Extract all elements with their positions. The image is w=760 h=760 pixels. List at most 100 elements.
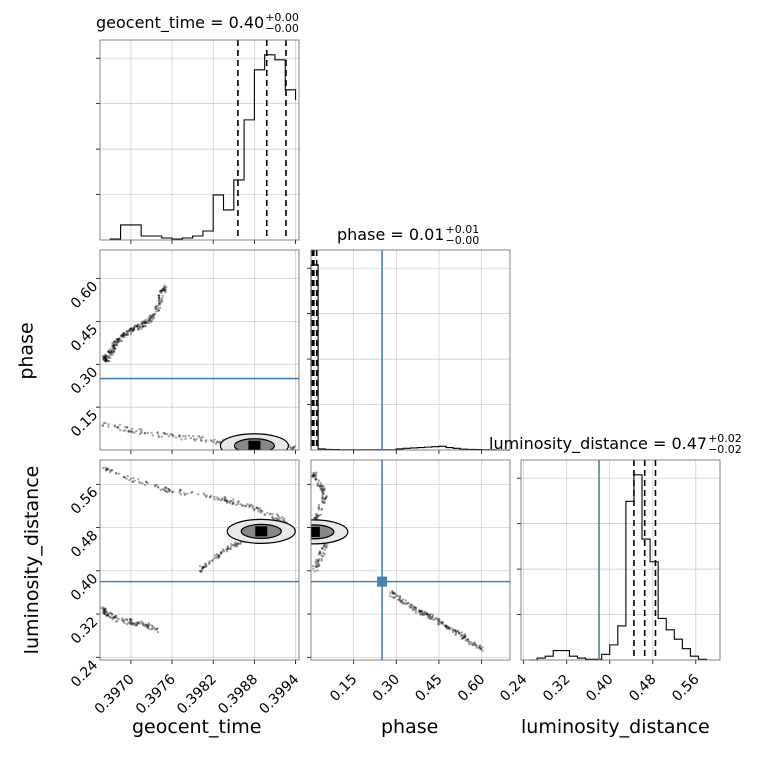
pair-phase-vs-luminosity-distance-sample-1-4-1 xyxy=(437,619,440,623)
pair-phase-vs-luminosity-distance-sample-0-6-14 xyxy=(322,488,326,491)
pair-geocent-time-vs-phase-sample-0-0-0 xyxy=(104,355,107,358)
pair-geocent-time-vs-phase-sample-1-1-21 xyxy=(133,431,136,434)
pair-geocent-time-vs-luminosity-distance-sample-1-0-20 xyxy=(104,611,108,615)
pair-geocent-time-vs-phase-sample-0-5-13 xyxy=(122,332,125,336)
pair-geocent-time-vs-luminosity-distance-sample-0-4-14 xyxy=(237,502,240,506)
pair-geocent-time-vs-luminosity-distance-sample-0-1-1 xyxy=(159,488,162,492)
pair-geocent-time-vs-phase-sample-0-8-7 xyxy=(144,320,148,324)
pair-geocent-time-vs-luminosity-distance-sample-1-0-6 xyxy=(103,611,106,614)
pair-phase-vs-luminosity-distance-sample-1-7-11 xyxy=(478,647,481,650)
pair-phase-vs-luminosity-distance-sample-1-1-21 xyxy=(402,598,405,601)
pair-geocent-time-vs-luminosity-distance-sample-1-0-17 xyxy=(103,607,106,610)
xlabel-phase: phase xyxy=(381,716,439,738)
pair-geocent-time-vs-luminosity-distance-sample-0-1-21 xyxy=(161,487,164,491)
pair-phase-vs-luminosity-distance-sample-1-7-2 xyxy=(479,646,482,649)
pair-geocent-time-vs-luminosity-distance-sample-1-4-20 xyxy=(153,626,156,630)
xtick-label-geocent-time-3: 0.3988 xyxy=(215,672,261,718)
pair-phase-vs-luminosity-distance-sample-1-0-0 xyxy=(390,589,394,593)
pair-geocent-time-vs-phase-sample-1-8-18 xyxy=(290,448,294,450)
pair-geocent-time-vs-luminosity-distance-sample-0-4-16 xyxy=(232,502,235,505)
pair-geocent-time-vs-phase-sample-1-2-20 xyxy=(172,435,175,438)
pair-geocent-time-vs-phase-sample-0-8-3 xyxy=(143,322,146,325)
pair-geocent-time-vs-phase-sample-1-1-13 xyxy=(130,430,133,433)
pair-phase-vs-luminosity-distance-sample-0-1-17 xyxy=(319,552,322,555)
pair-phase-vs-luminosity-distance-sample-1-0-4 xyxy=(389,591,392,595)
pair-geocent-time-vs-luminosity-distance-sample-1-4-11 xyxy=(151,627,154,630)
pair-geocent-time-vs-phase-sample-1-0-17 xyxy=(113,425,117,428)
pair-geocent-time-vs-phase-sample-0-0-19 xyxy=(104,357,107,361)
pair-phase-vs-luminosity-distance-sample-1-4-7 xyxy=(444,624,448,627)
pair-phase-vs-luminosity-distance-sample-1-3-6 xyxy=(423,611,426,614)
pair-geocent-time-vs-phase-sample-0-11-15 xyxy=(160,291,163,295)
pair-geocent-time-vs-phase-sample-0-2-11 xyxy=(112,349,116,353)
pair-geocent-time-vs-phase-sample-0-1-0 xyxy=(106,355,110,358)
pair-geocent-time-vs-phase-sample-0-5-10 xyxy=(121,334,125,337)
pair-geocent-time-vs-luminosity-distance-sample-2-1-12 xyxy=(222,550,225,553)
pair-geocent-time-vs-phase-sample-0-10-4 xyxy=(156,304,159,308)
pair-geocent-time-vs-phase-sample-0-2-8 xyxy=(109,349,113,352)
pair-geocent-time-vs-phase-sample-0-0-17 xyxy=(102,356,106,360)
pair-geocent-time-vs-phase-sample-0-4-1 xyxy=(119,339,122,343)
pair-geocent-time-vs-phase-sample-0-9-20 xyxy=(152,315,155,318)
pair-geocent-time-vs-luminosity-distance-sample-2-2-9 xyxy=(228,547,232,550)
pair-geocent-time-vs-luminosity-distance-sample-0-2-17 xyxy=(167,487,170,491)
pair-geocent-time-vs-luminosity-distance-sample-0-0-12 xyxy=(117,472,121,475)
hist-geocent-time-frame xyxy=(99,39,300,241)
pair-geocent-time-vs-phase-sample-0-9-16 xyxy=(154,310,158,313)
pair-geocent-time-vs-luminosity-distance-sample-1-2-12 xyxy=(128,622,132,626)
pair-phase-vs-luminosity-distance-sample-1-5-15 xyxy=(454,630,458,633)
pair-phase-vs-luminosity-distance-sample-1-3-3 xyxy=(425,611,429,615)
pair-geocent-time-vs-phase-sample-0-7-17 xyxy=(141,325,145,328)
pair-phase-vs-luminosity-distance-sample-0-6-4 xyxy=(321,492,325,496)
pair-phase-vs-luminosity-distance-sample-0-6-8 xyxy=(320,489,324,492)
pair-geocent-time-vs-phase-sample-1-1-3 xyxy=(160,435,163,438)
pair-phase-vs-luminosity-distance-sample-0-0-3 xyxy=(317,557,321,561)
pair-geocent-time-vs-phase-sample-0-11-16 xyxy=(159,290,163,293)
pair-geocent-time-vs-phase-sample-0-3-17 xyxy=(112,343,116,347)
pair-phase-vs-luminosity-distance-sample-1-1-7 xyxy=(411,606,414,610)
pair-geocent-time-vs-luminosity-distance-sample-0-0-0 xyxy=(102,466,105,470)
pair-geocent-time-vs-phase-sample-0-4-6 xyxy=(116,341,119,344)
pair-geocent-time-vs-luminosity-distance-sample-1-3-21 xyxy=(135,624,139,627)
pair-geocent-time-vs-luminosity-distance-sample-0-5-21 xyxy=(257,508,260,511)
pair-phase-vs-luminosity-distance-sample-0-7-12 xyxy=(312,474,316,477)
pair-geocent-time-vs-luminosity-distance-sample-1-0-4 xyxy=(106,613,110,616)
pair-geocent-time-vs-phase-sample-0-6-15 xyxy=(130,327,133,330)
pair-geocent-time-vs-phase-sample-0-4-12 xyxy=(121,333,124,337)
pair-geocent-time-vs-luminosity-distance-sample-0-3-10 xyxy=(219,499,223,502)
pair-phase-vs-luminosity-distance-sample-0-2-2 xyxy=(326,544,329,547)
pair-phase-vs-luminosity-distance-sample-1-1-14 xyxy=(407,602,410,605)
pair-geocent-time-vs-luminosity-distance-sample-0-4-11 xyxy=(235,503,238,507)
pair-phase-vs-luminosity-distance-sample-1-1-3 xyxy=(409,605,413,609)
pair-geocent-time-vs-phase-sample-1-3-13 xyxy=(204,440,208,443)
pair-geocent-time-vs-phase-sample-0-11-6 xyxy=(163,287,166,291)
pair-phase-vs-luminosity-distance-sample-0-5-18 xyxy=(322,500,325,504)
pair-phase-vs-luminosity-distance-sample-1-5-2 xyxy=(453,629,457,632)
pair-phase-vs-luminosity-distance-sample-0-6-1 xyxy=(320,484,324,488)
pair-geocent-time-vs-phase-sample-0-2-4 xyxy=(112,346,115,349)
pair-phase-vs-luminosity-distance-sample-1-7-14 xyxy=(469,642,473,645)
pair-phase-vs-luminosity-distance-sample-1-4-9 xyxy=(439,622,442,625)
pair-geocent-time-vs-luminosity-distance-sample-1-4-12 xyxy=(145,624,148,627)
pair-geocent-time-vs-phase-sample-0-9-7 xyxy=(156,307,160,310)
pair-geocent-time-vs-phase-sample-1-1-1 xyxy=(146,431,149,435)
pair-phase-vs-luminosity-distance-sample-0-1-4 xyxy=(324,545,328,549)
pair-phase-vs-luminosity-distance-sample-1-0-21 xyxy=(391,590,394,594)
pair-geocent-time-vs-phase-sample-0-10-15 xyxy=(157,294,161,297)
pair-geocent-time-vs-luminosity-distance-sample-0-0-8 xyxy=(111,469,114,472)
pair-geocent-time-vs-phase-sample-0-5-9 xyxy=(122,332,126,335)
pair-geocent-time-vs-phase-sample-1-0-14 xyxy=(124,425,127,429)
pair-geocent-time-vs-luminosity-distance-sample-1-3-10 xyxy=(138,622,141,625)
pair-phase-vs-luminosity-distance-frame xyxy=(310,459,511,661)
pair-phase-vs-luminosity-distance-sample-0-5-15 xyxy=(320,496,324,500)
pair-phase-vs-luminosity-distance-sample-1-1-10 xyxy=(409,603,412,606)
pair-geocent-time-vs-luminosity-distance-sample-2-2-18 xyxy=(229,547,232,551)
pair-phase-vs-luminosity-distance-sample-0-0-14 xyxy=(316,565,320,568)
pair-geocent-time-vs-luminosity-distance-sample-2-1-4 xyxy=(221,548,225,551)
pair-geocent-time-vs-phase-sample-0-9-18 xyxy=(153,313,156,316)
pair-geocent-time-vs-luminosity-distance-sample-1-1-14 xyxy=(109,611,113,615)
pair-geocent-time-vs-phase-sample-0-6-17 xyxy=(130,330,133,333)
pair-geocent-time-vs-phase-sample-0-9-19 xyxy=(156,309,160,313)
pair-geocent-time-vs-phase-sample-0-3-18 xyxy=(117,340,121,343)
pair-geocent-time-vs-luminosity-distance-sample-0-5-10 xyxy=(258,507,261,510)
